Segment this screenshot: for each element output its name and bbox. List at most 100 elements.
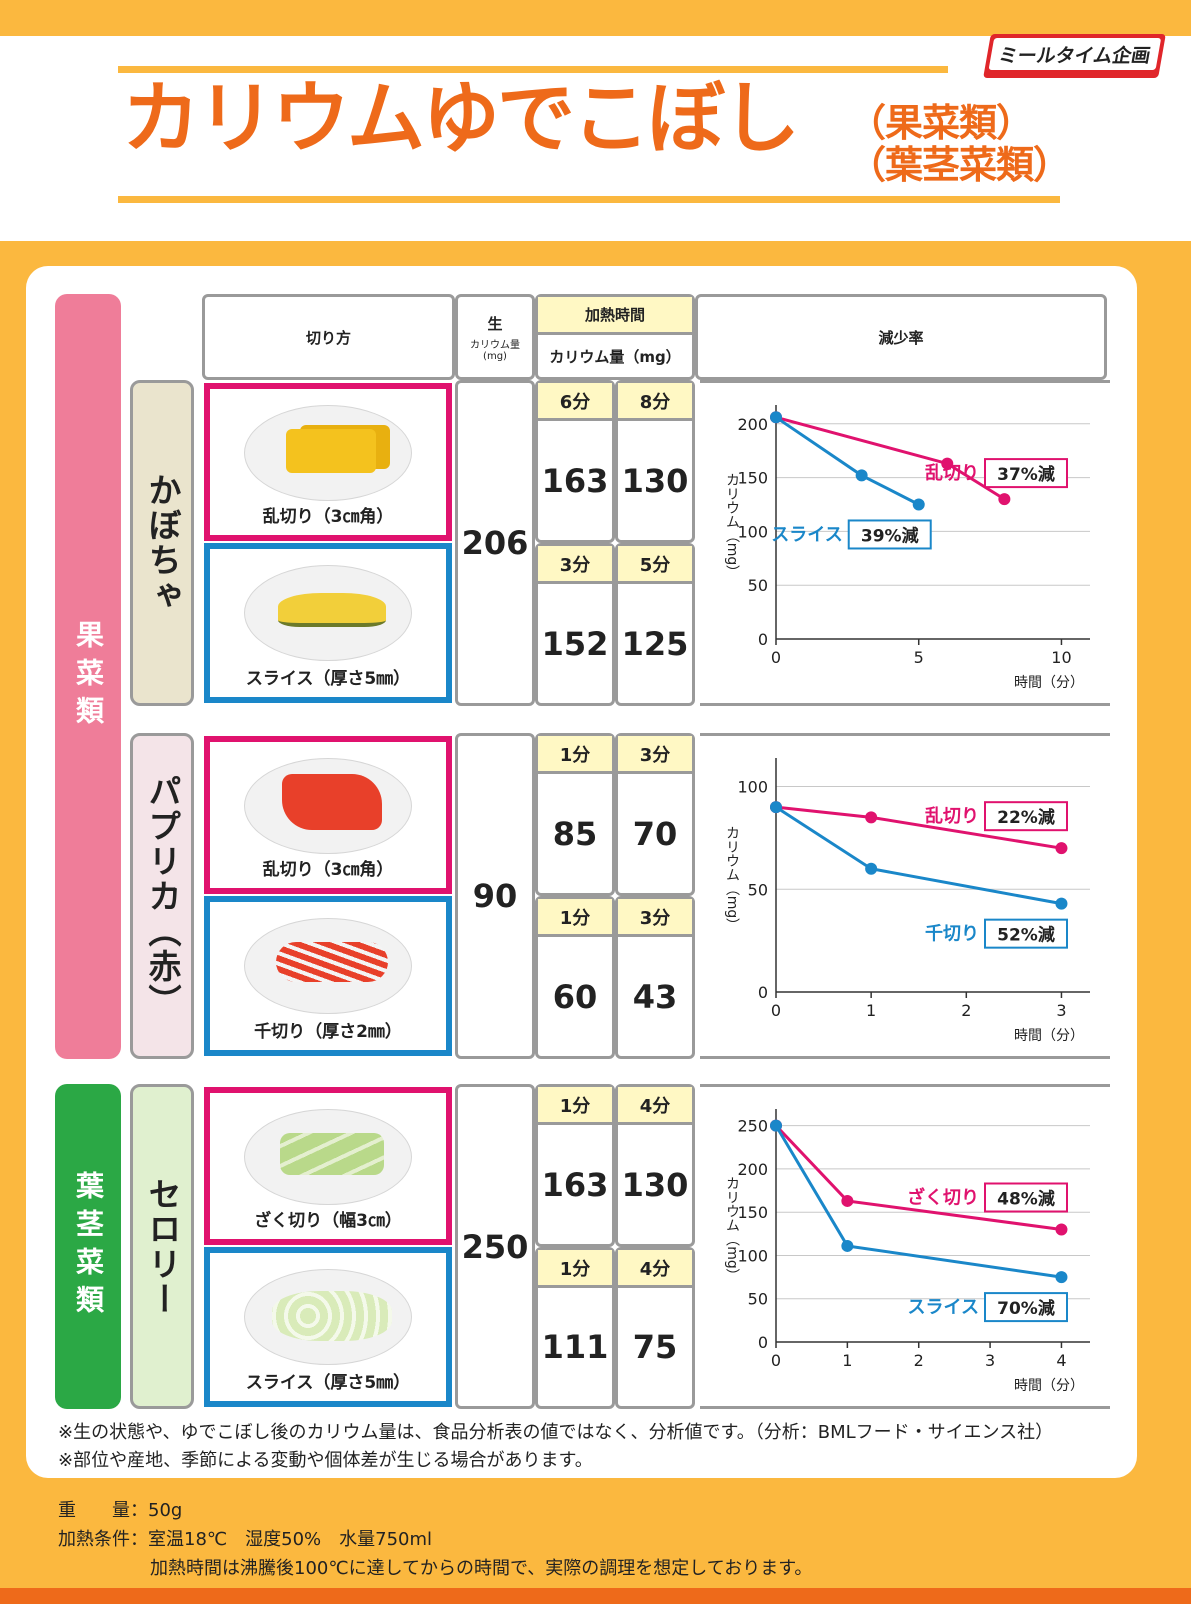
x-axis-label: 時間（分） (1014, 1028, 1084, 1044)
chart-box-paprika: 0 50 100 0 1 2 3 時間（分） カリウム（mg） 乱切り 22%減 千切り 52%減 (700, 733, 1110, 1059)
header-raw: 生 カリウム量 (mg) (455, 294, 535, 380)
subtitle-fruit: （果菜類） (848, 101, 1034, 145)
reduction-box (847, 519, 932, 550)
series-label: スライス (908, 1297, 979, 1318)
header-reduction: 減少率 (695, 294, 1107, 380)
data-point (865, 862, 878, 875)
note-2: ※部位や産地、季節による変動や個体差が生じる場合があります。 (58, 1450, 593, 1471)
y-tick-label: 50 (748, 576, 768, 595)
x-tick-label: 0 (771, 1351, 781, 1370)
series-label: 千切り (925, 924, 979, 945)
note-1: ※生の状態や、ゆでこぼし後のカリウム量は、食品分析表の値ではなく、分析値です。（… (58, 1422, 1054, 1443)
cell: 1分 163 (535, 1084, 615, 1247)
chart-celery: 0 50 100 150 200 250 0 1 2 3 4 時間（分） カリウム（mg） ざく切り 48%… (724, 1109, 1090, 1394)
spec-condition-detail: 加熱時間は沸騰後100℃に達してからの時間で、実際の調理を想定しております。 (150, 1558, 813, 1579)
x-axis-label: 時間（分） (1014, 675, 1084, 691)
header-bottom-line (118, 196, 1060, 203)
time-label: 6分 (538, 383, 612, 421)
y-axis-label: カリウム（mg） (724, 826, 740, 933)
x-tick-label: 0 (771, 1001, 781, 1020)
cell: 4分 130 (615, 1084, 695, 1247)
food-image (280, 1133, 384, 1175)
x-tick-label: 1 (866, 1001, 876, 1020)
food-image (276, 942, 388, 982)
category-fruit-veg: 果菜類 (55, 294, 121, 1059)
x-tick-label: 1 (842, 1351, 852, 1370)
potassium-value: 152 (541, 624, 609, 663)
time-label: 1分 (538, 1087, 612, 1125)
x-tick-label: 3 (1056, 1001, 1066, 1020)
data-point (998, 493, 1011, 506)
data-point (841, 1239, 854, 1252)
time-label: 1分 (538, 736, 612, 774)
header-potassium: 加熱時間 カリウム量（mg） (535, 294, 695, 380)
data-point (1055, 897, 1068, 910)
cell: 1分 60 (535, 896, 615, 1059)
page-title: カリウムゆでこぼし (122, 74, 800, 164)
potassium-value: 163 (541, 461, 609, 500)
y-tick-label: 0 (758, 983, 768, 1002)
header-raw-sub1: カリウム量 (470, 340, 520, 351)
reduction-box (984, 1182, 1068, 1213)
y-tick-label: 200 (737, 415, 768, 434)
food-image (272, 1291, 392, 1341)
data-point (770, 1119, 782, 1132)
reduction-box (984, 1292, 1068, 1323)
subtitle-leaf: （葉茎菜類） (848, 143, 1071, 187)
cell: 6分 163 (535, 380, 615, 543)
brand-name: ミールタイム企画 (988, 38, 1162, 70)
food-image (282, 774, 382, 830)
data-point (1055, 1223, 1068, 1236)
time-label: 1分 (538, 899, 612, 937)
potassium-value: 111 (541, 1328, 609, 1366)
data-point (1055, 842, 1068, 855)
data-point (912, 498, 925, 511)
x-tick-label: 10 (1051, 648, 1071, 667)
potassium-value: 70 (632, 814, 678, 853)
cut-caption: 乱切り（3㎝角） (262, 507, 394, 527)
spec-weight: 重 量：50g (58, 1500, 183, 1521)
series-label: 乱切り (925, 463, 979, 484)
time-label: 4分 (618, 1087, 692, 1125)
food-image (278, 593, 386, 627)
y-axis-label: カリウム（mg） (724, 473, 740, 580)
data-point (1055, 1271, 1068, 1284)
reduction-label: 39%減 (861, 525, 919, 546)
header-raw-sub2: (mg) (483, 351, 507, 362)
photo-celery-chunk: ざく切り（幅3㎝） (204, 1087, 452, 1245)
header-heat-time: 加熱時間 (538, 297, 692, 335)
raw-value-paprika: 90 (455, 733, 535, 1059)
food-image (286, 429, 376, 473)
x-tick-label: 2 (914, 1351, 924, 1370)
photo-kabocha-slice: スライス（厚さ5㎜） (204, 543, 452, 703)
cell: 1分 111 (535, 1247, 615, 1409)
reduction-box (984, 918, 1068, 949)
potassium-value: 43 (632, 977, 678, 1016)
header-cut: 切り方 (202, 294, 455, 380)
potassium-value: 163 (541, 1165, 609, 1204)
potassium-value: 75 (632, 1328, 678, 1366)
header-potassium-amount: カリウム量（mg） (549, 347, 681, 366)
chart-box-kabocha: 0 50 100 150 200 0 5 10 時間（分） カリウム（mg） 乱切り 37%減 スライス… (700, 380, 1110, 706)
y-tick-label: 100 (737, 1246, 768, 1265)
x-tick-label: 0 (771, 648, 781, 667)
series-line-ざく切り (774, 1124, 1062, 1231)
cell: 4分 75 (615, 1247, 695, 1409)
y-tick-label: 0 (758, 630, 768, 649)
reduction-label: 70%減 (997, 1298, 1055, 1319)
cell: 1分 85 (535, 733, 615, 896)
series-label: スライス (771, 524, 842, 545)
chart-box-celery: 0 50 100 150 200 250 0 1 2 3 4 時間（分） カリウム（mg） ざく切り 48%… (700, 1084, 1110, 1409)
series-line-スライス (775, 416, 920, 506)
potassium-value: 85 (552, 814, 598, 853)
y-tick-label: 150 (737, 469, 768, 488)
cell: 3分 43 (615, 896, 695, 1059)
y-tick-label: 50 (748, 1290, 768, 1309)
x-tick-label: 3 (985, 1351, 995, 1370)
time-label: 3分 (538, 546, 612, 584)
time-label: 3分 (618, 899, 692, 937)
potassium-value: 130 (621, 461, 689, 500)
chart-kabocha: 0 50 100 150 200 0 5 10 時間（分） カリウム（mg） 乱切り 37%減スライス… (724, 405, 1090, 691)
x-tick-label: 4 (1056, 1351, 1066, 1370)
header-top-line (118, 66, 948, 73)
